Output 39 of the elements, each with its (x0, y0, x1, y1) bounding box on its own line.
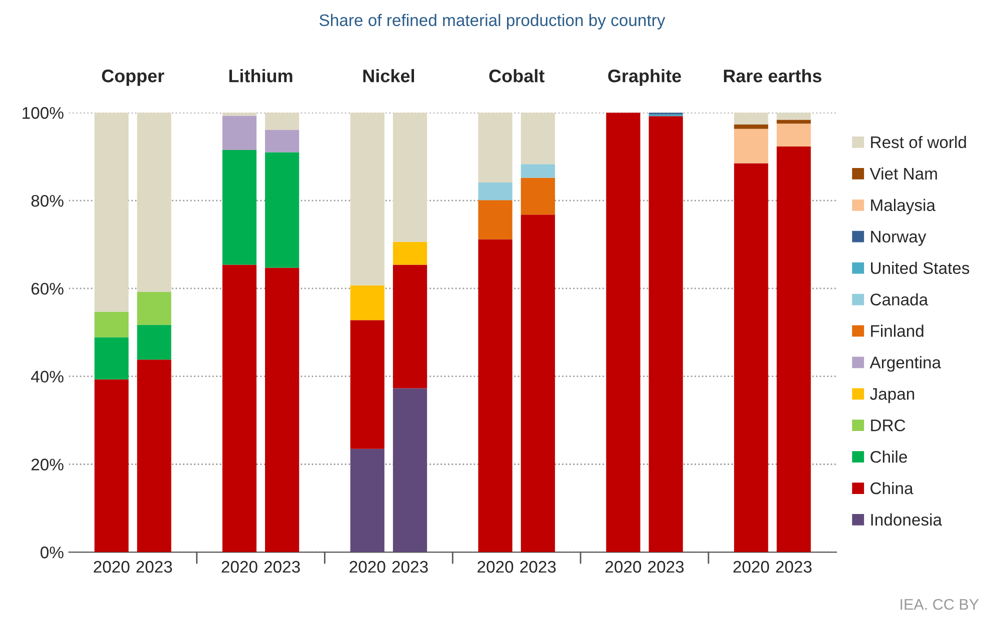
x-tick-label: 2023 (520, 560, 556, 573)
y-tick-label: 0% (40, 546, 64, 558)
legend-label: Chile (870, 450, 907, 463)
x-tick-label: 2023 (264, 560, 300, 573)
legend-label: Japan (870, 388, 914, 404)
x-tick-label: 2023 (392, 560, 428, 573)
text: Copper (102, 70, 164, 86)
y-tick-label: 20% (32, 458, 64, 470)
y-tick-label: 80% (31, 194, 64, 207)
x-tick-label: 2023 (776, 560, 812, 573)
legend-label: DRC (871, 419, 906, 432)
x-tick-label: 2023 (136, 560, 172, 573)
legend-label: China (870, 482, 914, 494)
legend-label: Argentina (870, 356, 942, 372)
text: IEA. CC BY (900, 598, 979, 610)
y-tick-label: 100% (22, 107, 64, 119)
text: Nickel (363, 69, 414, 82)
y-tick-label: 60% (32, 282, 64, 295)
legend-label: Finland (871, 324, 924, 337)
text: Lithium (229, 69, 292, 82)
x-tick-label: 2020 (350, 560, 386, 573)
x-tick-label: 2020 (94, 560, 130, 573)
legend-label: Canada (870, 293, 928, 306)
x-tick-label: 2020 (606, 560, 642, 573)
x-tick-label: 2023 (648, 560, 684, 573)
y-tick-label: 40% (31, 370, 64, 383)
x-tick-label: 2020 (733, 560, 770, 573)
text: Cobalt (489, 69, 544, 82)
legend-label: United States (871, 262, 970, 274)
legend-label: Viet Nam (870, 167, 937, 180)
legend-label: Norway (871, 230, 926, 246)
legend-label: Rest of world (871, 136, 966, 148)
chart-title: Share of refined material production by country (320, 14, 666, 30)
x-tick-label: 2020 (222, 560, 258, 573)
legend-label: Malaysia (871, 198, 936, 214)
text: Graphite (608, 69, 682, 86)
legend-label: Indonesia (871, 513, 942, 526)
text: Rare earths (724, 69, 822, 82)
x-tick-label: 2020 (478, 560, 514, 573)
